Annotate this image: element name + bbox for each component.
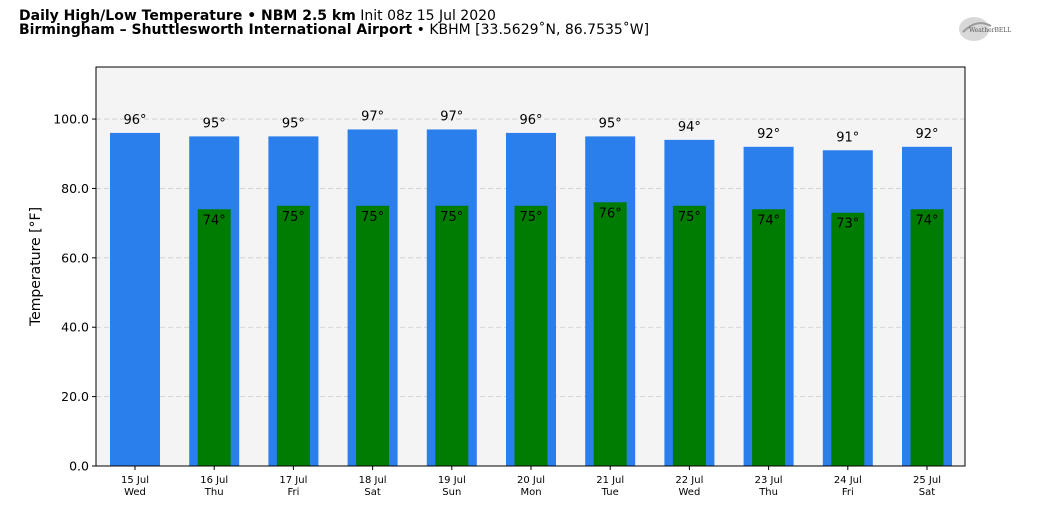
- low-temp-bar: [831, 212, 865, 466]
- x-tick-day-label: Thu: [758, 487, 778, 498]
- logo-text: WeatherBELL: [969, 27, 1011, 34]
- x-tick-date-label: 21 Jul: [596, 475, 624, 486]
- x-tick-day-label: Fri: [287, 487, 299, 498]
- y-tick-label: 60.0: [61, 250, 89, 265]
- x-tick-day-label: Fri: [842, 487, 854, 498]
- x-tick-day-label: Wed: [124, 487, 146, 498]
- x-tick-date-label: 18 Jul: [359, 475, 387, 486]
- high-temp-label: 96°: [123, 113, 146, 128]
- x-tick-date-label: 23 Jul: [755, 475, 783, 486]
- high-temp-label: 94°: [678, 120, 701, 135]
- low-temp-label: 75°: [440, 210, 463, 225]
- x-tick-day-label: Sat: [364, 487, 380, 498]
- y-tick-label: 40.0: [61, 320, 89, 335]
- x-tick-day-label: Thu: [204, 487, 224, 498]
- low-temp-bar: [435, 205, 469, 467]
- low-temp-label: 75°: [519, 210, 542, 225]
- x-tick-day-label: Sun: [442, 487, 461, 498]
- x-tick-day-label: Tue: [601, 487, 619, 498]
- station-coords: • KBHM [33.5629˚N, 86.7535˚W]: [416, 22, 650, 38]
- y-tick-label: 0.0: [69, 459, 89, 474]
- chart-subtitle: Birmingham – Shuttlesworth International…: [19, 23, 649, 38]
- x-tick-date-label: 19 Jul: [438, 475, 466, 486]
- x-tick-date-label: 24 Jul: [834, 475, 862, 486]
- low-temp-bar: [593, 202, 627, 466]
- station-name: Birmingham – Shuttlesworth International…: [19, 22, 413, 38]
- low-temp-label: 76°: [599, 206, 622, 221]
- high-temp-bar: [110, 132, 160, 466]
- low-temp-bar: [672, 205, 706, 467]
- high-temp-label: 91°: [836, 130, 859, 145]
- x-tick-date-label: 16 Jul: [200, 475, 228, 486]
- low-temp-label: 75°: [678, 210, 701, 225]
- high-temp-label: 95°: [203, 116, 226, 131]
- low-temp-label: 74°: [203, 213, 226, 228]
- low-temp-label: 73°: [836, 217, 859, 232]
- y-axis-label: Temperature [°F]: [28, 207, 44, 327]
- low-temp-label: 75°: [282, 210, 305, 225]
- low-temp-bar: [356, 205, 390, 467]
- x-tick-day-label: Mon: [520, 487, 541, 498]
- low-temp-bar: [276, 205, 310, 467]
- low-temp-bar: [197, 209, 231, 466]
- x-tick-date-label: 25 Jul: [913, 475, 941, 486]
- y-tick-label: 80.0: [61, 181, 89, 196]
- x-tick-day-label: Sat: [919, 487, 935, 498]
- high-temp-label: 97°: [361, 109, 384, 124]
- high-temp-label: 92°: [757, 127, 780, 142]
- x-tick-date-label: 17 Jul: [279, 475, 307, 486]
- high-temp-label: 97°: [440, 109, 463, 124]
- low-temp-bar: [752, 209, 786, 466]
- low-temp-bar: [910, 209, 944, 466]
- x-tick-date-label: 15 Jul: [121, 475, 149, 486]
- y-tick-label: 100.0: [53, 112, 89, 127]
- high-temp-label: 96°: [519, 113, 542, 128]
- high-temp-label: 92°: [915, 127, 938, 142]
- x-tick-date-label: 22 Jul: [675, 475, 703, 486]
- high-temp-label: 95°: [282, 116, 305, 131]
- weatherbell-logo-icon: WeatherBELL: [959, 17, 1011, 41]
- low-temp-label: 75°: [361, 210, 384, 225]
- x-tick-date-label: 20 Jul: [517, 475, 545, 486]
- high-temp-label: 95°: [599, 116, 622, 131]
- x-tick-day-label: Wed: [678, 487, 700, 498]
- chart-title: Daily High/Low Temperature • NBM 2.5 km …: [19, 9, 496, 24]
- y-tick-label: 20.0: [61, 389, 89, 404]
- low-temp-bar: [514, 205, 548, 467]
- chart-init-time: Init 08z 15 Jul 2020: [360, 8, 496, 24]
- low-temp-label: 74°: [915, 213, 938, 228]
- chart-title-main: Daily High/Low Temperature • NBM 2.5 km: [19, 8, 356, 24]
- low-temp-label: 74°: [757, 213, 780, 228]
